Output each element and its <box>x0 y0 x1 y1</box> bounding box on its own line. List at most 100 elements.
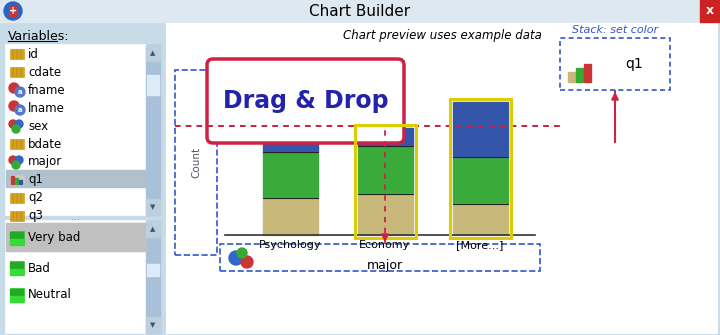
Text: Stack: set color: Stack: set color <box>572 25 658 35</box>
Bar <box>6 45 146 215</box>
Bar <box>146 199 160 215</box>
Bar <box>358 128 413 146</box>
Bar <box>9 6 17 16</box>
Bar <box>17 269 23 275</box>
Circle shape <box>4 2 22 20</box>
Text: [More...]: [More...] <box>456 240 504 250</box>
Bar <box>10 175 24 185</box>
Circle shape <box>15 87 25 97</box>
Text: id: id <box>28 48 39 61</box>
Text: Very bad: Very bad <box>28 231 81 245</box>
Bar <box>147 75 159 95</box>
Text: ▼: ▼ <box>150 204 156 210</box>
Bar <box>10 269 16 275</box>
Bar <box>10 211 24 221</box>
Bar <box>10 262 16 268</box>
Circle shape <box>229 251 243 265</box>
Text: sex: sex <box>28 120 48 133</box>
Text: ▼: ▼ <box>150 322 156 328</box>
Bar <box>17 289 23 295</box>
Circle shape <box>237 248 247 258</box>
Bar <box>10 231 24 245</box>
Bar <box>146 45 160 215</box>
FancyBboxPatch shape <box>207 59 404 143</box>
Bar <box>10 239 16 245</box>
Text: cdate: cdate <box>28 66 61 78</box>
Bar <box>2 24 165 333</box>
Bar <box>175 70 217 255</box>
Bar <box>17 262 23 268</box>
Bar <box>10 296 16 302</box>
Bar <box>0 0 720 22</box>
Text: fname: fname <box>28 83 66 96</box>
Text: Psychology: Psychology <box>258 240 321 250</box>
Bar <box>6 221 146 333</box>
Text: Chart preview uses example data: Chart preview uses example data <box>343 29 541 43</box>
Bar <box>263 152 318 198</box>
Text: a: a <box>18 89 22 95</box>
Bar <box>10 139 24 149</box>
Bar <box>263 128 318 152</box>
Circle shape <box>9 101 19 111</box>
Bar <box>358 146 413 194</box>
Text: q1: q1 <box>625 57 643 71</box>
Text: major: major <box>367 260 403 272</box>
Bar <box>358 194 413 235</box>
Bar <box>19 180 22 184</box>
Text: Chart Builder: Chart Builder <box>310 3 410 18</box>
Text: Drag & Drop: Drag & Drop <box>222 89 388 113</box>
Bar <box>10 289 16 295</box>
Bar <box>146 45 160 61</box>
Text: q1: q1 <box>28 174 43 187</box>
Bar <box>560 38 670 90</box>
Circle shape <box>9 120 17 128</box>
Text: +: + <box>9 6 17 16</box>
Text: bdate: bdate <box>28 137 62 150</box>
Bar <box>452 102 508 157</box>
Bar <box>146 317 160 333</box>
Circle shape <box>15 105 25 115</box>
Text: ▲: ▲ <box>150 50 156 56</box>
Text: ▲: ▲ <box>150 226 156 232</box>
Text: x: x <box>706 4 714 17</box>
Bar <box>15 178 18 184</box>
Text: ···: ··· <box>71 215 81 225</box>
Bar <box>10 261 24 275</box>
Bar <box>576 68 583 82</box>
Bar <box>167 24 717 333</box>
Bar <box>11 176 14 184</box>
Circle shape <box>15 156 23 164</box>
Circle shape <box>9 156 17 164</box>
Bar <box>354 125 415 238</box>
Bar <box>17 239 23 245</box>
Bar <box>10 288 24 302</box>
Bar <box>10 232 16 238</box>
Text: Neutral: Neutral <box>28 288 72 302</box>
Text: a: a <box>18 107 22 113</box>
Bar <box>147 264 159 276</box>
Bar <box>17 296 23 302</box>
Text: q2: q2 <box>28 192 43 204</box>
Bar <box>10 67 24 77</box>
Bar <box>220 244 540 271</box>
Bar <box>17 232 23 238</box>
Bar <box>584 64 591 82</box>
Bar <box>10 193 24 203</box>
Bar <box>146 221 160 333</box>
Bar <box>452 157 508 204</box>
Text: q3: q3 <box>28 209 43 222</box>
Text: Bad: Bad <box>28 262 51 274</box>
Circle shape <box>241 256 253 268</box>
Text: Variables:: Variables: <box>8 30 70 44</box>
Bar <box>263 198 318 235</box>
Text: Economy: Economy <box>359 240 410 250</box>
Text: major: major <box>28 155 62 169</box>
Bar <box>6 223 146 251</box>
Bar <box>449 99 510 238</box>
Text: lname: lname <box>28 102 65 115</box>
Bar <box>6 170 146 187</box>
Bar <box>146 221 160 237</box>
Bar <box>568 72 575 82</box>
Bar <box>700 0 720 22</box>
Bar <box>10 49 24 59</box>
